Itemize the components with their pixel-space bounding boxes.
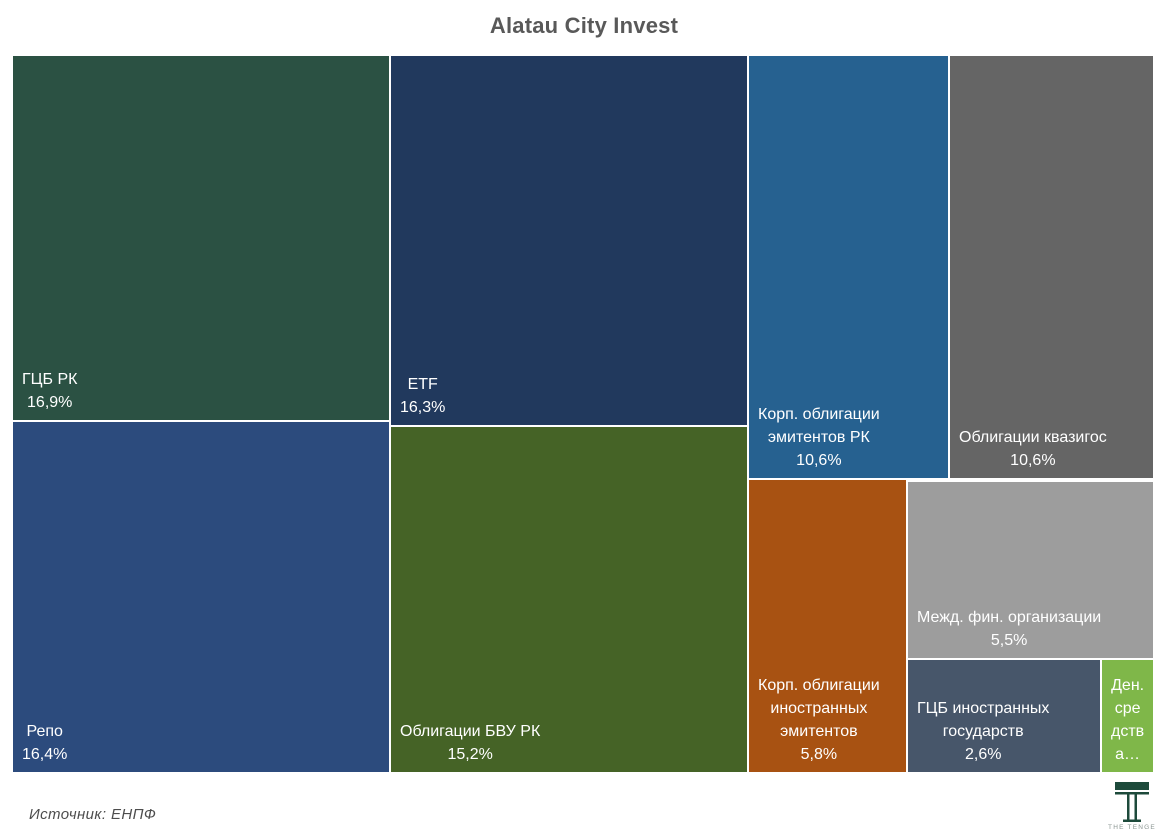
tile-label: Корп. облигации иностранных эмитентов 5,8… (758, 674, 880, 766)
tile-value: 10,6% (1010, 452, 1056, 469)
treemap-tile-7: Корп. облигации иностранных эмитентов 5,8… (749, 480, 906, 772)
treemap-tile-6: Облигации БВУ РК 15,2% (391, 427, 747, 772)
tile-value: 5,8% (800, 746, 838, 763)
tile-value: 10,6% (796, 452, 842, 469)
tile-label: Межд. фин. организации 5,5% (917, 606, 1101, 652)
tile-category-name: ГЦБ РК (22, 371, 78, 388)
page-title: Alatau City Invest (489, 13, 679, 38)
tenge-logo-icon (1115, 782, 1149, 822)
tile-label: ГЦБ иностранных государств 2,6% (917, 697, 1049, 766)
tile-category-name: Облигации квазигос (959, 429, 1107, 446)
tile-value: 5,5% (990, 632, 1028, 649)
tile-category-name: Корп. облигации эмитентов РК (758, 406, 880, 446)
treemap-tile-3: Корп. облигации эмитентов РК 10,6% (749, 56, 948, 478)
tile-category-name: Облигации БВУ РК (400, 723, 541, 740)
tile-label: Корп. облигации эмитентов РК 10,6% (758, 403, 880, 472)
source-note: Источник: ЕНПФ (29, 806, 157, 823)
tile-category-name: Межд. фин. организации (917, 609, 1102, 626)
treemap-tile-2: ETF 16,3% (391, 56, 747, 425)
tile-label: Ден. сре дств а… (1111, 674, 1144, 766)
tile-label: ETF 16,3% (400, 373, 445, 419)
tile-label: ГЦБ РК 16,9% (22, 368, 77, 414)
tile-value: 16,4% (22, 746, 68, 763)
tile-value: 16,3% (400, 399, 446, 416)
tile-value: 2,6% (964, 746, 1002, 763)
treemap-tile-5: Репо 16,4% (13, 422, 389, 772)
tile-category-name: Корп. облигации иностранных эмитентов (758, 677, 880, 740)
brand-logo: THE TENGE (1106, 782, 1158, 831)
treemap-tile-9: ГЦБ иностранных государств 2,6% (908, 660, 1100, 772)
tile-value: 16,9% (27, 394, 73, 411)
tile-category-name: Репо (26, 723, 63, 740)
brand-name: THE TENGE (1108, 824, 1156, 831)
tile-category-name: ETF (407, 376, 438, 393)
tile-category-name: ГЦБ иностранных государств (917, 700, 1050, 740)
treemap-tile-1: ГЦБ РК 16,9% (13, 56, 389, 420)
treemap-tile-4: Облигации квазигос 10,6% (950, 56, 1153, 478)
treemap-tile-10: Ден. сре дств а… (1102, 660, 1153, 772)
tile-label: Репо 16,4% (22, 720, 67, 766)
treemap-tile-8: Межд. фин. организации 5,5% (908, 482, 1153, 658)
tile-value: 15,2% (447, 746, 493, 763)
tile-category-name: Ден. сре дств а… (1111, 677, 1145, 763)
treemap-chart: ГЦБ РК 16,9% ETF 16,3% Корп. облигации эмите… (13, 56, 1153, 772)
tile-label: Облигации квазигос 10,6% (959, 426, 1107, 472)
tile-label: Облигации БВУ РК 15,2% (400, 720, 540, 766)
